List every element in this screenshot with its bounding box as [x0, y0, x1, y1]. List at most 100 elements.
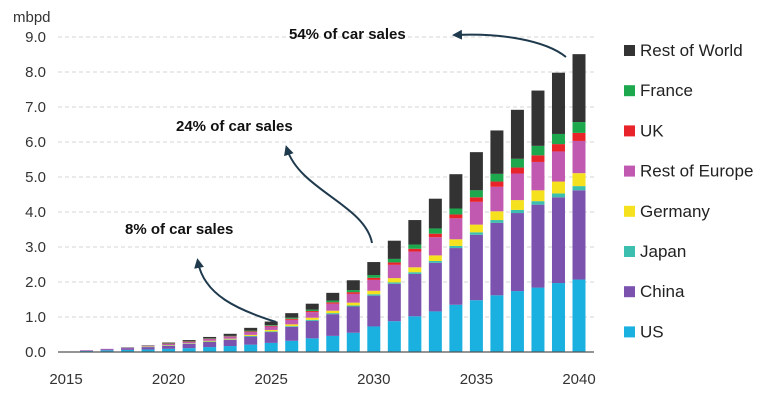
- bar-segment: [449, 239, 463, 246]
- bar-segment: [285, 319, 299, 325]
- bar-segment: [490, 211, 504, 221]
- bar-segment: [285, 326, 299, 327]
- bar-segment: [428, 262, 442, 312]
- bar-segment: [572, 54, 586, 123]
- bar-segment: [367, 279, 381, 291]
- x-tick-label: 2030: [357, 371, 390, 388]
- bar-segment: [510, 158, 524, 168]
- bar-segment: [572, 279, 586, 352]
- bar-segment: [121, 348, 135, 350]
- legend-swatch: [624, 85, 635, 97]
- bar-segment: [490, 181, 504, 187]
- bar-segment: [387, 262, 401, 265]
- bar-segment: [305, 320, 319, 339]
- bar-segment: [346, 332, 360, 352]
- bar-segment: [305, 311, 319, 313]
- bar-segment: [449, 214, 463, 219]
- bar-segment: [162, 348, 176, 352]
- bar-segment: [449, 208, 463, 215]
- bar-segment: [531, 201, 545, 205]
- bar-segment: [531, 287, 545, 352]
- bar-segment: [244, 327, 258, 331]
- bar-segment: [572, 173, 586, 187]
- bar-segment: [285, 340, 299, 352]
- bar-segment: [449, 304, 463, 352]
- bar-segment: [551, 197, 565, 284]
- bar-segment: [203, 340, 217, 342]
- bar-segment: [510, 173, 524, 201]
- legend-swatch: [624, 45, 635, 56]
- y-axis-unit-label: mbpd: [13, 9, 51, 26]
- bar-segment: [510, 291, 524, 352]
- legend-label: UK: [640, 121, 664, 140]
- bar-segment: [551, 181, 565, 194]
- bar-segment: [346, 293, 360, 303]
- legend-swatch: [624, 326, 635, 338]
- bar-segment: [449, 218, 463, 240]
- bar-segment: [408, 316, 422, 352]
- bar-segment: [531, 155, 545, 162]
- bar-segment: [285, 324, 299, 327]
- bar-segment: [244, 344, 258, 352]
- legend: Rest of World France UK Rest of Europe Germa…: [624, 41, 753, 341]
- bar-segment: [551, 72, 565, 134]
- bar-segment: [572, 140, 586, 174]
- bar-segment: [469, 232, 483, 235]
- x-tick-label: 2020: [152, 371, 185, 388]
- bar-segment: [203, 341, 217, 348]
- bar-segment: [387, 321, 401, 352]
- bar-segment: [264, 325, 278, 327]
- bar-segment: [531, 161, 545, 191]
- bar-segment: [326, 292, 340, 301]
- bar-segment: [387, 282, 401, 284]
- bar-segment: [428, 228, 442, 234]
- bar-segment: [100, 350, 114, 352]
- bar-segment: [244, 332, 258, 335]
- y-tick-label: 8.0: [25, 64, 46, 81]
- bar-segment: [285, 318, 299, 320]
- bar-segment: [449, 245, 463, 249]
- legend-swatch: [624, 125, 635, 137]
- bar-segment: [367, 262, 381, 275]
- legend-label: China: [640, 282, 685, 301]
- bar-segment: [223, 333, 237, 336]
- bar-segment: [244, 331, 258, 333]
- bar-segment: [469, 234, 483, 301]
- bar-segment: [490, 130, 504, 174]
- bar-segment: [305, 312, 319, 318]
- bar-segment: [285, 313, 299, 318]
- bar-segment: [326, 310, 340, 314]
- bar-segment: [469, 224, 483, 233]
- bar-segment: [387, 240, 401, 259]
- bar-segment: [469, 300, 483, 352]
- bar-segment: [346, 305, 360, 307]
- y-tick-label: 0.0: [25, 344, 46, 361]
- bar-segment: [572, 186, 586, 191]
- annotation-arrow-2030: [284, 145, 373, 244]
- y-tick-label: 5.0: [25, 169, 46, 186]
- bar-segment: [203, 347, 217, 352]
- bar-segment: [162, 345, 176, 349]
- bar-segment: [572, 132, 586, 141]
- bar-segment: [490, 220, 504, 223]
- bar-segment: [367, 326, 381, 352]
- bar-segment: [264, 332, 278, 343]
- bar-segment: [223, 336, 237, 339]
- y-axis-ticks: 0.0 1.0 2.0 3.0 4.0 5.0 6.0 7.0 8.0 9.0: [25, 29, 46, 361]
- x-tick-label: 2015: [49, 371, 82, 388]
- y-tick-label: 7.0: [25, 99, 46, 116]
- bar-segment: [223, 338, 237, 340]
- x-axis-ticks: 2015 2020 2025 2030 2035 2040: [49, 371, 595, 388]
- bar-segment: [510, 200, 524, 210]
- bar-segment: [490, 222, 504, 296]
- bar-segment: [223, 346, 237, 352]
- bar-segment: [203, 339, 217, 341]
- bar-segment: [326, 335, 340, 352]
- bar-segment: [469, 201, 483, 225]
- bar-segment: [141, 347, 155, 350]
- legend-swatch: [624, 246, 635, 257]
- bar-segment: [531, 90, 545, 146]
- bar-segment: [346, 302, 360, 306]
- bar-segment: [203, 336, 217, 339]
- bar-segment: [367, 277, 381, 280]
